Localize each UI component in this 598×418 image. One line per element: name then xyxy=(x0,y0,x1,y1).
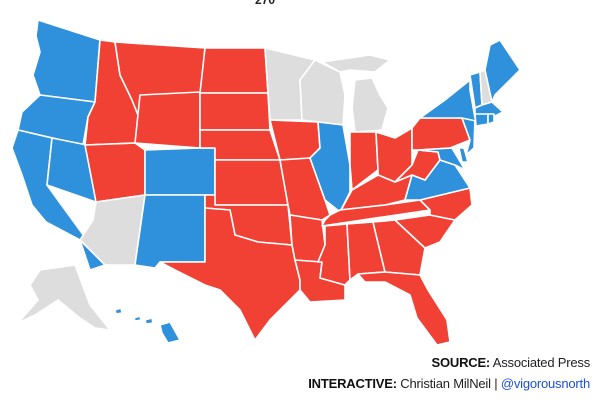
electoral-votes-label: 270 xyxy=(254,0,276,7)
state-south-dakota[interactable] xyxy=(199,92,271,131)
source-text: Associated Press xyxy=(492,355,590,370)
state-delaware[interactable] xyxy=(458,147,469,163)
map-credits: SOURCE: Associated Press INTERACTIVE: Ch… xyxy=(308,352,590,394)
state-washington[interactable] xyxy=(32,19,101,103)
state-connecticut[interactable] xyxy=(474,113,489,127)
us-election-map xyxy=(11,19,521,346)
state-alaska[interactable] xyxy=(17,264,111,331)
state-maine[interactable] xyxy=(484,39,521,103)
source-line: SOURCE: Associated Press xyxy=(308,352,591,373)
source-label: SOURCE: xyxy=(431,355,491,370)
state-north-dakota[interactable] xyxy=(199,47,269,94)
state-kansas[interactable] xyxy=(214,159,289,206)
state-arkansas[interactable] xyxy=(289,214,326,263)
author-handle-link[interactable]: @vigorousnorth xyxy=(500,376,590,391)
state-indiana[interactable] xyxy=(349,131,379,191)
state-pennsylvania[interactable] xyxy=(411,117,471,151)
state-hawaii[interactable] xyxy=(114,307,181,344)
interactive-line: INTERACTIVE: Christian MilNeil | @vigoro… xyxy=(308,373,590,394)
state-maryland[interactable] xyxy=(417,147,466,171)
interactive-label: INTERACTIVE: xyxy=(308,376,397,391)
interactive-author: Christian MilNeil | xyxy=(400,376,498,391)
state-rhode-island[interactable] xyxy=(487,113,495,125)
state-florida[interactable] xyxy=(357,271,451,346)
state-utah[interactable] xyxy=(84,142,146,203)
state-new-mexico[interactable] xyxy=(134,194,206,269)
state-michigan[interactable] xyxy=(321,54,391,133)
state-texas[interactable] xyxy=(159,207,301,341)
state-georgia[interactable] xyxy=(372,219,426,276)
state-colorado[interactable] xyxy=(144,147,216,196)
state-south-carolina[interactable] xyxy=(394,214,456,249)
state-wisconsin[interactable] xyxy=(299,59,346,126)
state-wyoming[interactable] xyxy=(134,91,201,149)
